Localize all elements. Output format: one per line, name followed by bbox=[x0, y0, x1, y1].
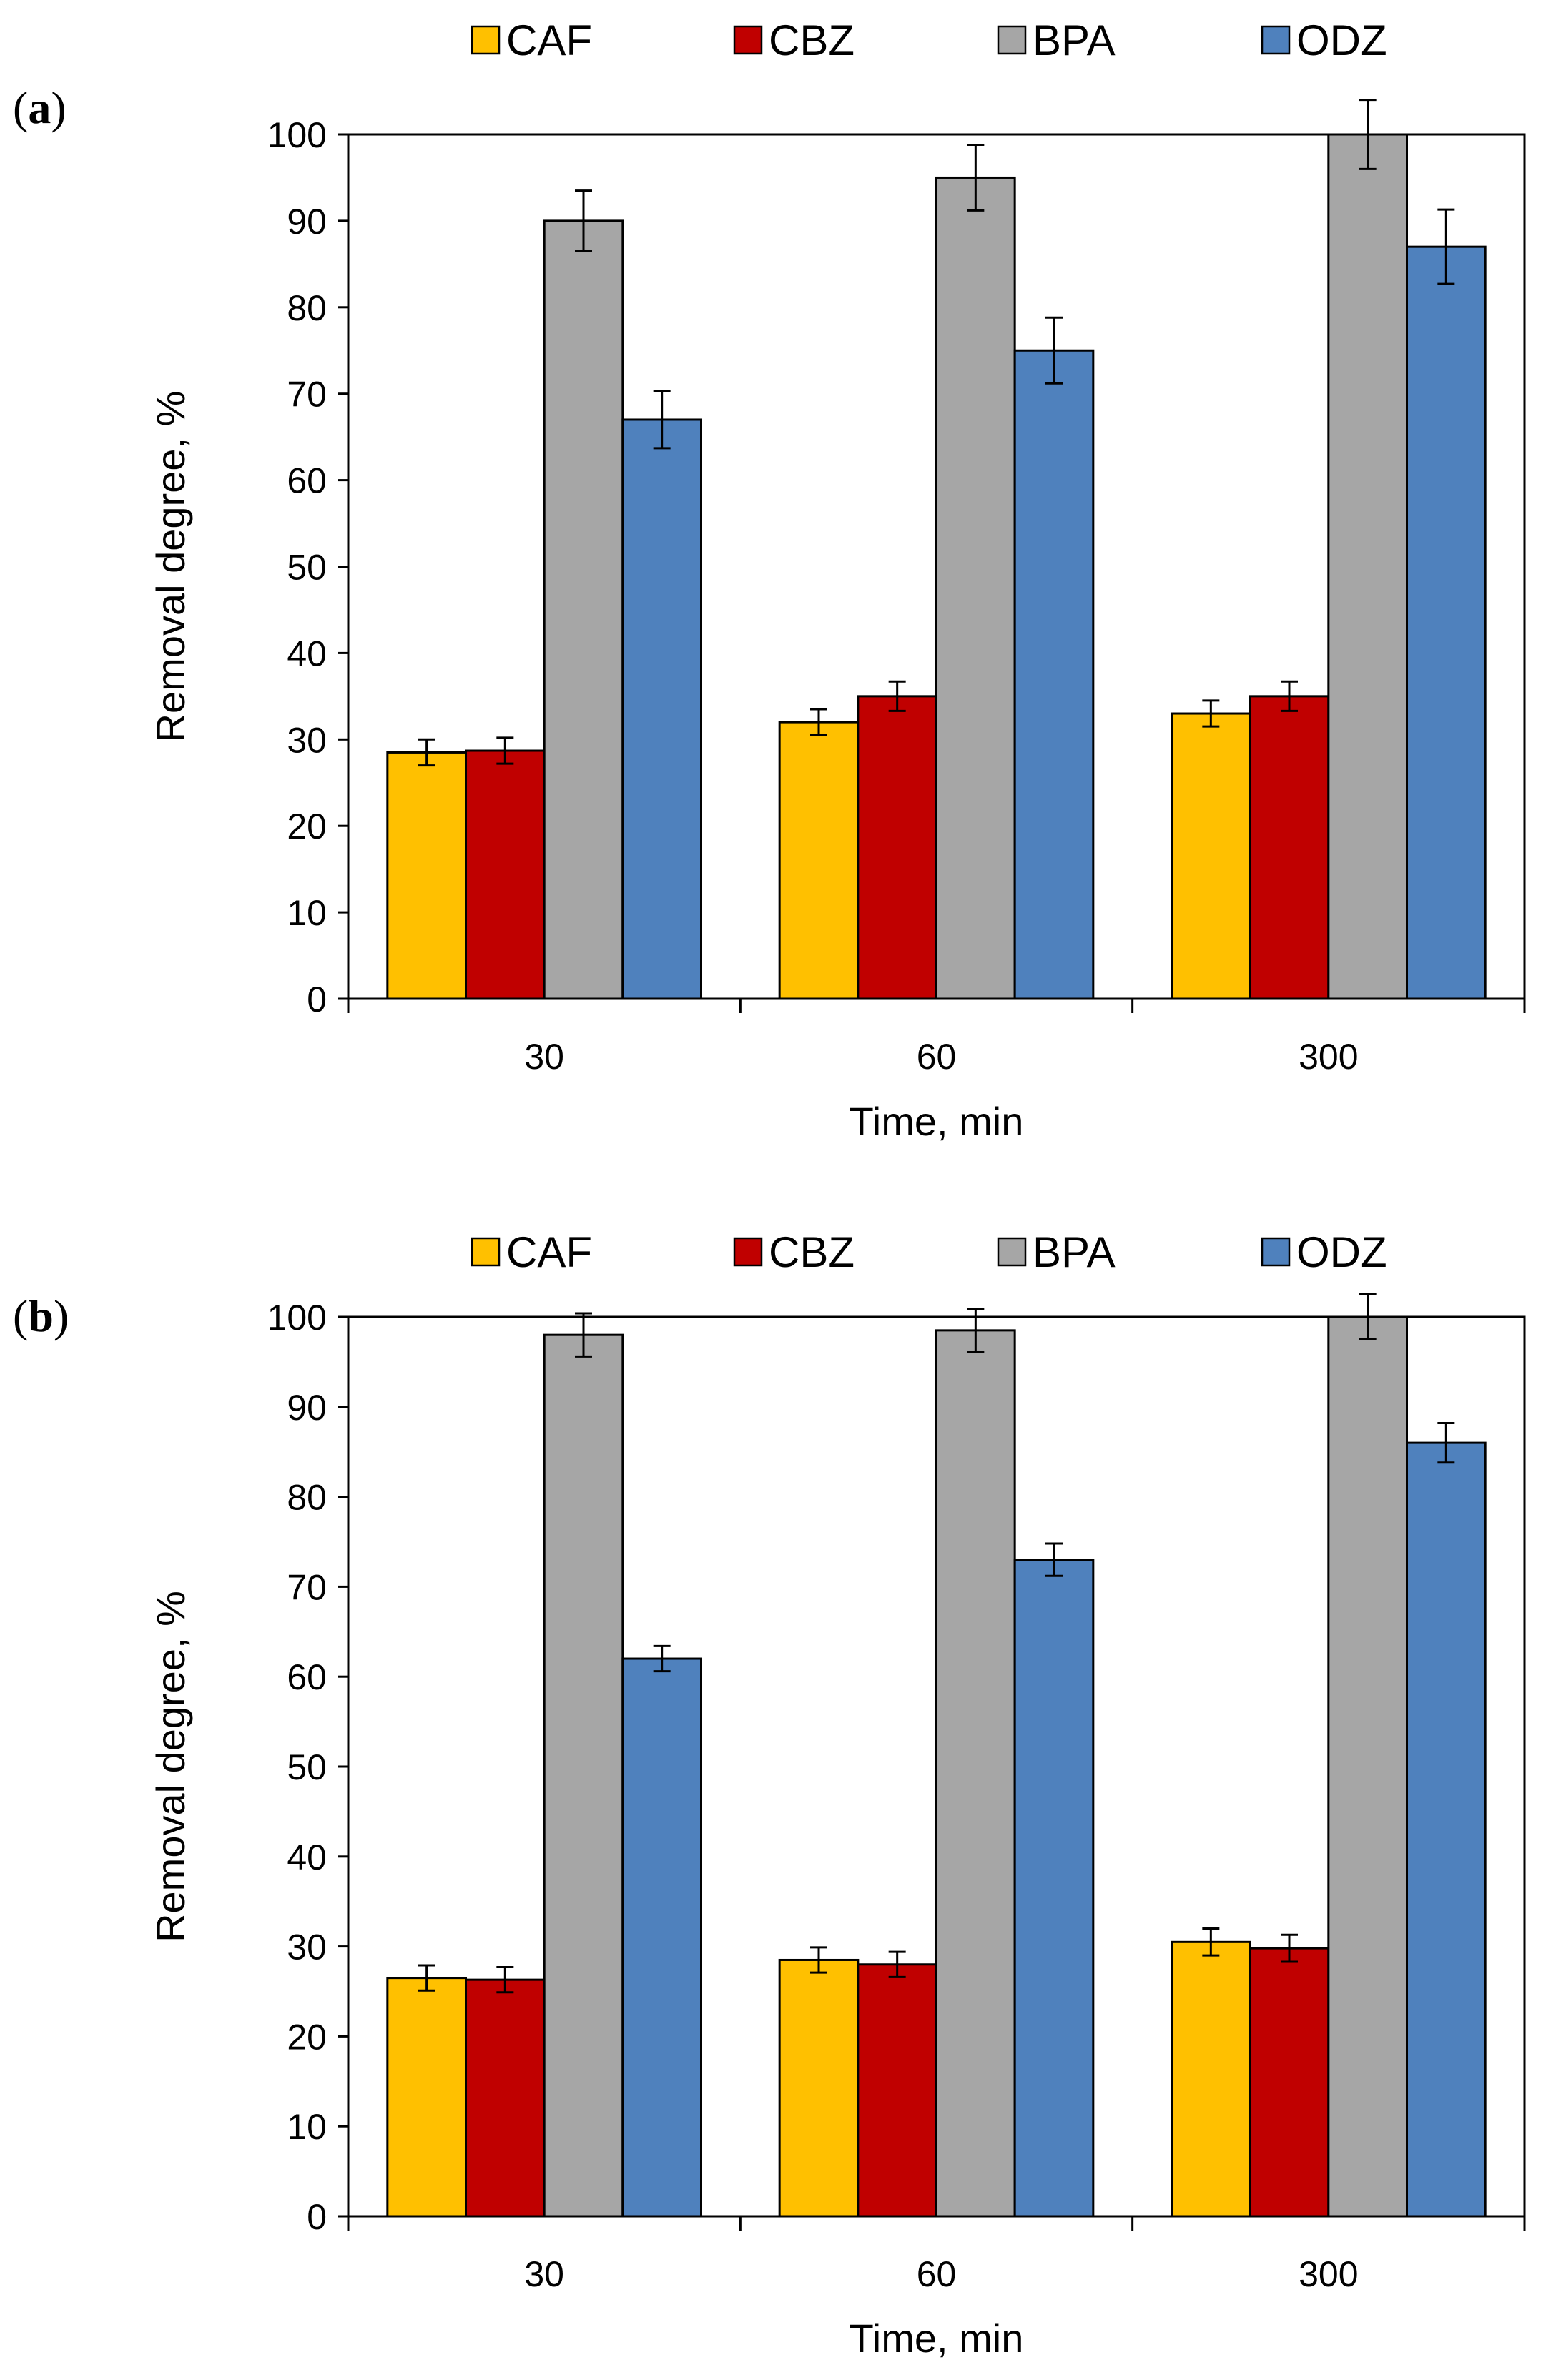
bar-cbz-60 bbox=[857, 695, 938, 1000]
y-axis-title-a: Removal degree, % bbox=[148, 391, 193, 743]
chart-panel-a: CAF CBZ BPA ODZ (a) 0102030405060708090100 … bbox=[13, 16, 1526, 1144]
y-tick-label: 80 bbox=[287, 288, 327, 328]
legend-label-odz: ODZ bbox=[1296, 16, 1387, 64]
bar-odz-300 bbox=[1406, 1441, 1487, 2218]
y-tick-label: 50 bbox=[287, 1747, 327, 1787]
bar-bpa-60 bbox=[935, 176, 1016, 1000]
bar-caf-300 bbox=[1171, 1940, 1251, 2218]
y-tick-label: 70 bbox=[287, 375, 327, 415]
x-axis-b: 30 60 300 bbox=[347, 2216, 1526, 2294]
y-tick-label: 50 bbox=[287, 548, 327, 588]
panel-label-a: (a) bbox=[13, 82, 67, 133]
legend-label-bpa: BPA bbox=[1033, 1228, 1116, 1276]
bar-caf-60 bbox=[778, 1958, 860, 2218]
bar-cbz-300 bbox=[1249, 695, 1330, 1000]
bar-bpa-30 bbox=[543, 219, 624, 1000]
bar-odz-30 bbox=[621, 418, 702, 1000]
x-tick-label: 30 bbox=[524, 2254, 564, 2294]
y-tick-label: 0 bbox=[307, 2197, 327, 2237]
x-tick-label: 300 bbox=[1299, 2254, 1358, 2294]
y-tick-label: 100 bbox=[267, 115, 327, 155]
y-tick-label: 100 bbox=[267, 1298, 327, 1338]
bar-odz-30 bbox=[621, 1657, 702, 2218]
y-tick-label: 10 bbox=[287, 893, 327, 933]
legend-swatch-odz bbox=[1261, 1237, 1291, 1267]
bar-odz-60 bbox=[1013, 1559, 1095, 2218]
bar-bpa-30 bbox=[543, 1333, 624, 2218]
legend-label-odz: ODZ bbox=[1296, 1228, 1387, 1276]
y-tick-label: 10 bbox=[287, 2107, 327, 2147]
y-tick-label: 60 bbox=[287, 1657, 327, 1697]
legend-swatch-cbz bbox=[733, 1237, 763, 1267]
bar-caf-300 bbox=[1171, 712, 1251, 1000]
y-tick-label: 30 bbox=[287, 1927, 327, 1967]
bar-cbz-300 bbox=[1249, 1947, 1330, 2218]
bar-bpa-60 bbox=[935, 1329, 1016, 2218]
legend-a: CAF CBZ BPA ODZ bbox=[471, 16, 1387, 64]
legend-swatch-caf bbox=[471, 1237, 501, 1267]
y-tick-label: 20 bbox=[287, 2017, 327, 2057]
y-tick-label: 60 bbox=[287, 461, 327, 501]
x-tick-label: 60 bbox=[917, 1037, 957, 1077]
y-axis-b: 0 10 20 30 40 50 60 70 80 90 100 bbox=[267, 1298, 348, 2237]
legend-label-caf: CAF bbox=[506, 16, 592, 64]
x-tick-label: 60 bbox=[917, 2254, 957, 2294]
bar-cbz-60 bbox=[857, 1963, 938, 2218]
y-axis-title-b: Removal degree, % bbox=[148, 1591, 193, 1942]
chart-panel-b: CAF CBZ BPA ODZ (b) 0102030405060708090100 … bbox=[13, 1228, 1526, 2361]
legend-swatch-bpa bbox=[997, 1237, 1027, 1267]
x-tick-label: 300 bbox=[1299, 1037, 1358, 1077]
bar-odz-60 bbox=[1013, 349, 1095, 1000]
x-tick-label: 30 bbox=[524, 1037, 564, 1077]
bar-caf-30 bbox=[386, 1977, 467, 2218]
bar-bpa-300 bbox=[1327, 133, 1409, 1000]
bar-caf-30 bbox=[386, 751, 467, 1000]
bar-caf-60 bbox=[778, 721, 860, 1000]
bars-a bbox=[386, 99, 1487, 1000]
y-tick-label: 20 bbox=[287, 806, 327, 846]
bar-bpa-300 bbox=[1327, 1315, 1409, 2218]
legend-swatch-caf bbox=[471, 25, 501, 55]
y-tick-label: 0 bbox=[307, 979, 327, 1019]
bar-odz-300 bbox=[1406, 245, 1487, 1000]
legend-b: CAF CBZ BPA ODZ bbox=[471, 1228, 1387, 1276]
bar-cbz-30 bbox=[465, 1978, 546, 2218]
x-axis-a: 30 60 300 bbox=[347, 999, 1526, 1077]
y-tick-label: 80 bbox=[287, 1478, 327, 1518]
legend-label-cbz: CBZ bbox=[769, 16, 855, 64]
y-tick-label: 40 bbox=[287, 1837, 327, 1877]
y-tick-label: 90 bbox=[287, 202, 327, 242]
x-axis-title-b: Time, min bbox=[850, 2316, 1024, 2361]
y-tick-label: 40 bbox=[287, 633, 327, 673]
bars-b bbox=[386, 1293, 1487, 2218]
y-tick-label: 90 bbox=[287, 1388, 327, 1428]
y-tick-label: 30 bbox=[287, 720, 327, 760]
panel-label-b: (b) bbox=[13, 1290, 69, 1341]
legend-swatch-odz bbox=[1261, 25, 1291, 55]
legend-swatch-cbz bbox=[733, 25, 763, 55]
legend-label-bpa: BPA bbox=[1033, 16, 1116, 64]
legend-label-cbz: CBZ bbox=[769, 1228, 855, 1276]
legend-swatch-bpa bbox=[997, 25, 1027, 55]
y-tick-label: 70 bbox=[287, 1567, 327, 1607]
y-axis-a: 0 10 20 30 40 50 60 70 80 90 100 bbox=[267, 115, 348, 1019]
bar-cbz-30 bbox=[465, 749, 546, 1000]
legend-label-caf: CAF bbox=[506, 1228, 592, 1276]
x-axis-title-a: Time, min bbox=[850, 1099, 1024, 1144]
